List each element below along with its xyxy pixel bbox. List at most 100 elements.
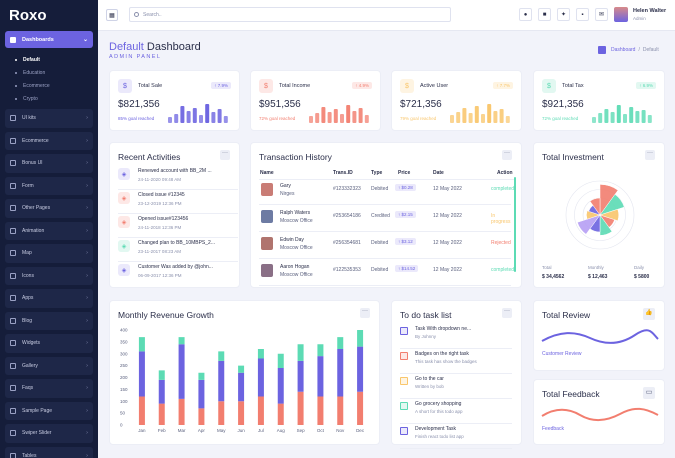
stat-sparkbar bbox=[450, 104, 510, 123]
stat-goal: 72% goal reached bbox=[542, 116, 579, 121]
polar-slice bbox=[577, 214, 601, 235]
sidebar-item-gallery[interactable]: Gallery › bbox=[5, 356, 93, 375]
checkbox[interactable] bbox=[400, 427, 408, 435]
submenu-item-crypto[interactable]: Crypto bbox=[15, 92, 98, 105]
checkbox[interactable] bbox=[400, 402, 408, 410]
table-row[interactable]: Ralph Waters Moscow Office #253654186 Credi… bbox=[259, 208, 515, 233]
todo-item[interactable]: Task With dropdown ne... By Johnny bbox=[400, 323, 512, 349]
sidebar-item-ecommerce[interactable]: Ecommerce › bbox=[5, 131, 93, 150]
home-icon[interactable] bbox=[598, 46, 606, 54]
checkbox[interactable] bbox=[400, 352, 408, 360]
total-feedback-card: Total Feedback ▭ Feedback bbox=[533, 379, 665, 445]
sidebar-item-form[interactable]: Form › bbox=[5, 176, 93, 195]
grid-menu-icon[interactable]: ▦ bbox=[106, 9, 118, 21]
todo-item[interactable]: Go to the car Written by bob bbox=[400, 373, 512, 399]
activity-icon: ◈ bbox=[118, 192, 130, 204]
row-action[interactable]: In progress bbox=[491, 213, 511, 225]
spark-bar bbox=[499, 109, 504, 123]
todo-item[interactable]: Badges on the right task This task has sh… bbox=[400, 348, 512, 374]
activity-item[interactable]: ◈ Opened issue#123456 24-11-2018 12:36 PM bbox=[118, 216, 240, 240]
row-date: 12 May 2022 bbox=[433, 267, 462, 273]
checkbox[interactable] bbox=[400, 327, 408, 335]
submenu-item-default[interactable]: Default bbox=[15, 53, 98, 66]
more-options-icon[interactable]: ··· bbox=[645, 150, 655, 160]
col-header-date: Date bbox=[433, 170, 444, 176]
sidebar-item-tables[interactable]: Tables › bbox=[5, 446, 93, 458]
todo-item[interactable]: Go grocery shopping A short for this todo… bbox=[400, 398, 512, 424]
stat-sparkbar bbox=[592, 105, 652, 123]
sidebar-item-blog[interactable]: Blog › bbox=[5, 311, 93, 330]
revenue-bar-segment bbox=[337, 396, 344, 425]
user-name[interactable]: Helen Walter bbox=[633, 8, 667, 14]
sidebar-item-label: Sample Page bbox=[22, 407, 53, 414]
bookmark-icon[interactable]: ■ bbox=[538, 8, 551, 21]
topbar: ▦ Search.. ● ■ ✦ ▪ ✉ Helen Walter Admin bbox=[98, 0, 675, 31]
revenue-bar-segment bbox=[297, 391, 304, 425]
table-row[interactable]: Edwin Day Moscow Office #256354681 Debited ↑… bbox=[259, 235, 515, 260]
revenue-bar-segment bbox=[238, 401, 245, 425]
more-options-icon[interactable]: ··· bbox=[502, 150, 512, 160]
table-row[interactable]: Gary Nirges #123332323 Debited ↑ $0.28 12 May… bbox=[259, 181, 515, 206]
investment-monthly-label: Monthly bbox=[588, 265, 604, 270]
more-options-icon[interactable]: ··· bbox=[220, 150, 230, 160]
menu-icon bbox=[10, 430, 16, 437]
sidebar-item-animation[interactable]: Animation › bbox=[5, 221, 93, 240]
activity-item[interactable]: ◈ Closed issue #12345 23-12-2019 12:36 PM bbox=[118, 192, 240, 216]
activity-item[interactable]: ◈ Customer Was added by @john... 06-09-201… bbox=[118, 264, 240, 288]
sidebar-item-faqs[interactable]: Faqs › bbox=[5, 379, 93, 398]
sidebar-item-label: Animation bbox=[22, 227, 45, 234]
activity-item[interactable]: ◈ Changed plan to BB_10MBPS_2... 23-11-201… bbox=[118, 240, 240, 264]
bell-icon[interactable]: ● bbox=[519, 8, 532, 21]
todo-title: Go to the car bbox=[415, 376, 444, 382]
spark-bar bbox=[493, 111, 498, 123]
y-tick-label: 350 bbox=[120, 339, 128, 344]
table-row[interactable]: Aaron Hogan Moscow Office #122535353 Debite… bbox=[259, 262, 515, 287]
more-options-icon[interactable]: ··· bbox=[502, 308, 512, 318]
search-input[interactable]: Search.. bbox=[129, 7, 451, 22]
mail-icon[interactable]: ✉ bbox=[595, 8, 608, 21]
sidebar-item-sample-page[interactable]: Sample Page › bbox=[5, 401, 93, 420]
row-action[interactable]: Rejected bbox=[491, 240, 511, 246]
row-price: ↑ $14.52 bbox=[395, 265, 419, 272]
breadcrumb-page: Default bbox=[642, 47, 659, 53]
message-icon[interactable]: ▭ bbox=[643, 387, 655, 399]
sidebar-item-map[interactable]: Map › bbox=[5, 244, 93, 263]
row-action[interactable]: completed bbox=[491, 267, 515, 273]
stat-goal: 79% goal reached bbox=[400, 116, 437, 121]
checkbox[interactable] bbox=[400, 377, 408, 385]
sidebar-item-ui-kits[interactable]: UI kits › bbox=[5, 109, 93, 128]
stat-value: $951,356 bbox=[259, 99, 301, 110]
stat-value: $921,356 bbox=[542, 99, 584, 110]
spark-bar bbox=[180, 106, 185, 123]
avatar[interactable] bbox=[614, 7, 628, 22]
x-tick-label: Sep bbox=[297, 428, 306, 433]
spark-bar bbox=[333, 109, 338, 123]
spark-bar bbox=[623, 114, 627, 123]
cart-icon[interactable]: ▪ bbox=[576, 8, 589, 21]
sidebar-item-widgets[interactable]: Widgets › bbox=[5, 334, 93, 353]
more-options-icon[interactable]: ··· bbox=[360, 308, 370, 318]
app-logo[interactable]: Roxo bbox=[0, 0, 98, 31]
sidebar-item-dashboards[interactable]: Dashboards ⌄ bbox=[5, 31, 93, 48]
activity-item[interactable]: ◈ Renewed account with BB_2M ... 24-11-202… bbox=[118, 168, 240, 192]
spark-bar bbox=[456, 112, 461, 123]
row-action[interactable]: completed bbox=[491, 186, 515, 192]
sidebar-item-other-pages[interactable]: Other Pages › bbox=[5, 199, 93, 218]
submenu-item-ecommerce[interactable]: Ecommerce bbox=[15, 79, 98, 92]
thumbs-up-icon[interactable]: 👍 bbox=[643, 308, 655, 320]
row-location: Moscow Office bbox=[280, 245, 313, 251]
spark-bar bbox=[592, 117, 596, 123]
sidebar-item-swiper-slider[interactable]: Swiper Slider › bbox=[5, 424, 93, 443]
x-tick-label: Jun bbox=[237, 428, 245, 433]
total-review-card: Total Review 👍 Customer Review bbox=[533, 300, 665, 371]
scrollbar[interactable] bbox=[514, 177, 516, 272]
sidebar-item-apps[interactable]: Apps › bbox=[5, 289, 93, 308]
row-date: 12 May 2022 bbox=[433, 213, 462, 219]
tools-icon[interactable]: ✦ bbox=[557, 8, 570, 21]
chevron-right-icon: › bbox=[86, 452, 88, 458]
todo-item[interactable]: Development Task Finish react todo list a… bbox=[400, 423, 512, 449]
submenu-item-education[interactable]: Education bbox=[15, 66, 98, 79]
breadcrumb-dashboard[interactable]: Dashboard bbox=[611, 47, 636, 53]
sidebar-item-icons[interactable]: Icons › bbox=[5, 266, 93, 285]
sidebar-item-bonus-ui[interactable]: Bonus UI › bbox=[5, 154, 93, 173]
